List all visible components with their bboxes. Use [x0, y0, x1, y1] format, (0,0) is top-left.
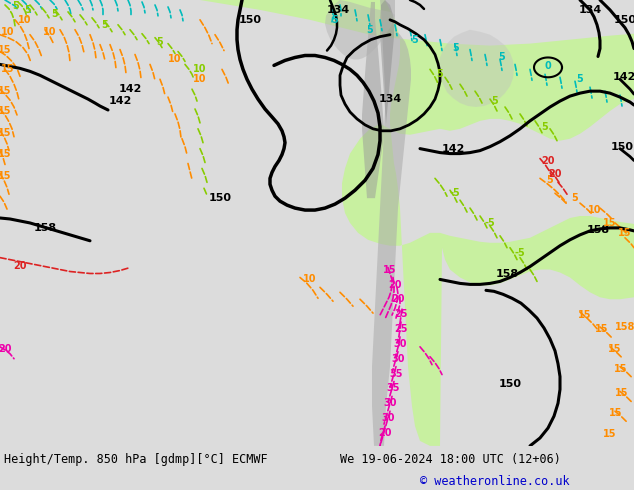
- Text: 15: 15: [595, 324, 609, 334]
- Text: Height/Temp. 850 hPa [gdmp][°C] ECMWF: Height/Temp. 850 hPa [gdmp][°C] ECMWF: [4, 453, 268, 466]
- Text: 5: 5: [101, 20, 108, 30]
- Text: -5: -5: [515, 247, 526, 258]
- Text: 20: 20: [13, 261, 27, 270]
- Text: 5: 5: [547, 175, 553, 185]
- Text: 5: 5: [572, 193, 578, 203]
- Text: 35: 35: [386, 384, 400, 393]
- Text: 5: 5: [541, 122, 548, 132]
- Text: 5: 5: [411, 35, 418, 45]
- Text: 30: 30: [383, 398, 397, 408]
- Text: 20: 20: [541, 155, 555, 166]
- Text: 10: 10: [303, 274, 317, 284]
- Text: 150: 150: [209, 193, 231, 203]
- Text: 15: 15: [618, 228, 631, 238]
- Text: 15: 15: [615, 389, 629, 398]
- Text: 5: 5: [437, 69, 443, 79]
- Text: -5: -5: [484, 218, 495, 228]
- Text: 15: 15: [0, 148, 12, 159]
- Text: © weatheronline.co.uk: © weatheronline.co.uk: [420, 475, 569, 489]
- Text: 15: 15: [603, 429, 617, 439]
- Text: 10: 10: [168, 54, 182, 65]
- Text: 10: 10: [1, 27, 15, 37]
- Text: 10: 10: [588, 205, 602, 215]
- Text: 15: 15: [578, 310, 592, 320]
- Text: 15: 15: [614, 364, 628, 373]
- Text: 134: 134: [378, 94, 401, 104]
- Text: 142: 142: [108, 96, 132, 106]
- Text: 15: 15: [0, 106, 12, 116]
- Text: 158: 158: [586, 225, 609, 235]
- Text: 15: 15: [383, 265, 397, 274]
- Text: 5: 5: [25, 5, 31, 15]
- Text: 15: 15: [609, 408, 623, 418]
- Text: 10: 10: [193, 64, 207, 74]
- Text: 5: 5: [157, 37, 164, 47]
- Text: 5: 5: [51, 9, 58, 19]
- Text: 142: 142: [612, 73, 634, 82]
- Text: 158: 158: [615, 322, 634, 332]
- Text: 15: 15: [0, 86, 12, 96]
- Text: 10: 10: [43, 27, 57, 37]
- Text: 5: 5: [332, 15, 339, 25]
- Text: 15: 15: [603, 218, 617, 228]
- Text: 10: 10: [193, 74, 207, 84]
- Text: 150: 150: [611, 142, 633, 151]
- Text: 35: 35: [389, 368, 403, 379]
- Text: 5: 5: [13, 1, 20, 11]
- Text: 15: 15: [1, 64, 15, 74]
- Text: 0: 0: [545, 61, 552, 72]
- Text: 5: 5: [577, 74, 583, 84]
- Text: 20: 20: [548, 170, 562, 179]
- Text: 5: 5: [453, 43, 460, 52]
- Text: 5: 5: [491, 96, 498, 106]
- Text: 30: 30: [393, 339, 407, 349]
- Text: 150: 150: [498, 379, 522, 390]
- Text: 158: 158: [34, 223, 56, 233]
- Text: 20: 20: [378, 428, 392, 438]
- Text: 20: 20: [391, 294, 404, 304]
- Text: 134: 134: [327, 5, 349, 15]
- Text: 150: 150: [614, 15, 634, 25]
- Text: 30: 30: [381, 413, 395, 423]
- Text: 15: 15: [0, 172, 12, 181]
- Text: 134: 134: [578, 5, 602, 15]
- Text: 15: 15: [0, 128, 12, 138]
- Text: 158: 158: [495, 270, 519, 279]
- Text: 5: 5: [366, 24, 373, 35]
- Text: 5: 5: [498, 52, 505, 62]
- Text: We 19-06-2024 18:00 UTC (12+06): We 19-06-2024 18:00 UTC (12+06): [340, 453, 561, 466]
- Text: 142: 142: [119, 84, 141, 94]
- Text: 20: 20: [0, 344, 12, 354]
- Text: 150: 150: [238, 15, 261, 25]
- Text: 10: 10: [18, 15, 32, 25]
- Text: 20: 20: [388, 280, 402, 291]
- Text: 15: 15: [608, 344, 622, 354]
- Text: 30: 30: [391, 354, 404, 364]
- Text: 15: 15: [0, 45, 12, 54]
- Text: 25: 25: [394, 309, 408, 319]
- Text: 25: 25: [394, 324, 408, 334]
- Text: 142: 142: [441, 144, 465, 154]
- Text: -5: -5: [450, 188, 460, 198]
